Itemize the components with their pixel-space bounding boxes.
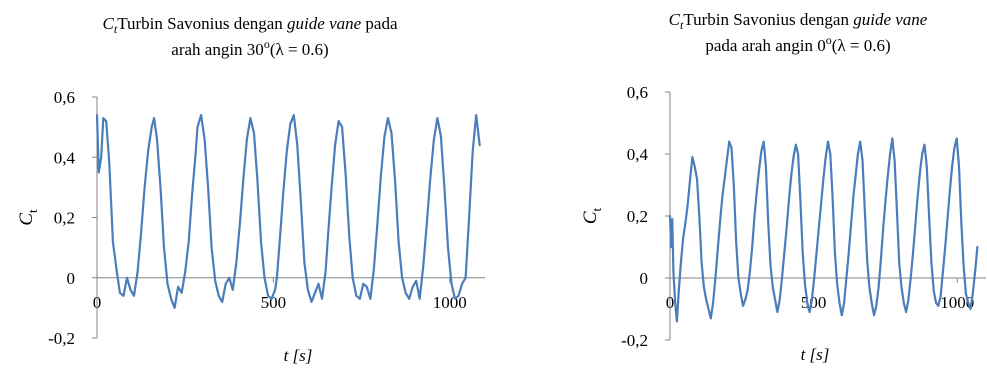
y-tick-label: 0,4 xyxy=(627,145,649,164)
chart-title-line2: pada arah angin 0o(λ = 0.6) xyxy=(705,33,890,55)
title-line2-text: arah angin 30 xyxy=(171,40,264,59)
x-tick-label: 1000 xyxy=(940,293,974,312)
y-label-subscript: t xyxy=(589,207,604,211)
chart-left: CtTurbin Savonius dengan guide vane pada… xyxy=(16,14,485,365)
chart-right: CtTurbin Savonius dengan guide vanepada … xyxy=(580,10,986,364)
y-tick-label: 0,2 xyxy=(627,207,648,226)
y-tick-label: -0,2 xyxy=(621,331,648,350)
chart-panel-right: CtTurbin Savonius dengan guide vane pada … xyxy=(560,0,987,372)
y-label-c: C xyxy=(16,213,37,226)
series-line xyxy=(668,137,979,323)
chart-panel-left: CtTurbin Savonius dengan guide vane pada… xyxy=(16,14,485,365)
y-axis-label: Ct xyxy=(580,207,604,224)
title-text: Turbin Savonius dengan xyxy=(683,10,853,29)
y-tick-label: 0,6 xyxy=(627,83,648,102)
y-axis-label: Ct xyxy=(16,209,40,226)
title-superscript: o xyxy=(264,37,270,51)
x-tick-label: 500 xyxy=(801,293,827,312)
title-subscript: t xyxy=(114,22,118,36)
x-axis-label: t [s] xyxy=(284,346,313,365)
title-text: Turbin Savonius dengan xyxy=(117,14,287,33)
chart-title-line2: arah angin 30o(λ = 0.6) xyxy=(171,37,328,59)
chart-title-line1: CtTurbin Savonius dengan guide vane xyxy=(669,10,928,32)
x-tick-label: 500 xyxy=(261,293,287,312)
series-line xyxy=(95,113,481,309)
title-superscript: o xyxy=(826,33,832,47)
x-axis-label: t [s] xyxy=(801,345,830,364)
y-tick-label: 0 xyxy=(640,269,649,288)
title-italic: guide vane xyxy=(853,10,928,29)
title-line2-end: (λ = 0.6) xyxy=(270,40,329,59)
title-line2-text: pada arah angin 0 xyxy=(705,36,825,55)
y-tick-label: -0,2 xyxy=(48,329,75,348)
y-tick-label: 0 xyxy=(67,269,76,288)
title-italic: guide vane xyxy=(287,14,362,33)
x-tick-label: 0 xyxy=(666,293,675,312)
title-text-end: pada xyxy=(361,14,398,33)
y-label-c: C xyxy=(580,211,601,224)
y-tick-label: 0,2 xyxy=(54,209,75,228)
title-line2-end: (λ = 0.6) xyxy=(832,36,891,55)
title-subscript: t xyxy=(680,18,684,32)
x-tick-label: 0 xyxy=(93,293,102,312)
y-tick-label: 0,4 xyxy=(54,148,76,167)
y-label-subscript: t xyxy=(25,209,40,213)
y-tick-label: 0,6 xyxy=(54,88,75,107)
x-tick-label: 1000 xyxy=(433,293,467,312)
chart-title-line1: CtTurbin Savonius dengan guide vane pada xyxy=(103,14,398,36)
title-c: C xyxy=(103,14,115,33)
title-c: C xyxy=(669,10,681,29)
